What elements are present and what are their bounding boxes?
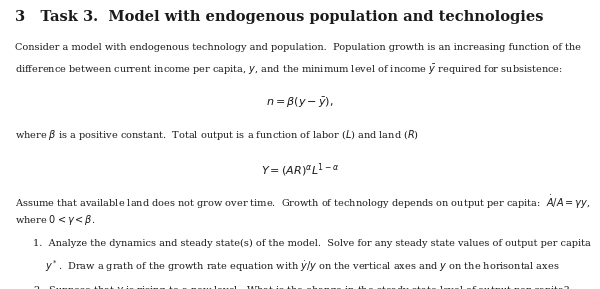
Text: 1.  Analyze the dynamics and steady state(s) of the model.  Solve for any steady: 1. Analyze the dynamics and steady state… xyxy=(33,239,591,248)
Text: where $\beta$ is a positive constant.  Total output is a function of labor ($L$): where $\beta$ is a positive constant. To… xyxy=(15,128,419,142)
Text: Consider a model with endogenous technology and population.  Population growth i: Consider a model with endogenous technol… xyxy=(15,43,581,52)
Text: where $0 < \gamma < \beta$.: where $0 < \gamma < \beta$. xyxy=(15,213,95,227)
Text: 2.  Suppose that $\gamma$ is rising to a new level.  What is the change in the s: 2. Suppose that $\gamma$ is rising to a … xyxy=(33,284,571,289)
Text: $y^*$.  Draw a grath of the growth rate equation with $\dot{y}/y$ on the vertica: $y^*$. Draw a grath of the growth rate e… xyxy=(33,258,560,274)
Text: $n = \beta(y - \bar{y}),$: $n = \beta(y - \bar{y}),$ xyxy=(266,96,334,110)
Text: $Y = (AR)^\alpha L^{1-\alpha}$: $Y = (AR)^\alpha L^{1-\alpha}$ xyxy=(261,161,339,179)
Text: 3   Task 3.  Model with endogenous population and technologies: 3 Task 3. Model with endogenous populati… xyxy=(15,10,544,24)
Text: difference between current income per capita, $y$, and the minimum level of inco: difference between current income per ca… xyxy=(15,63,563,77)
Text: Assume that available land does not grow over time.  Growth of technology depend: Assume that available land does not grow… xyxy=(15,194,590,211)
